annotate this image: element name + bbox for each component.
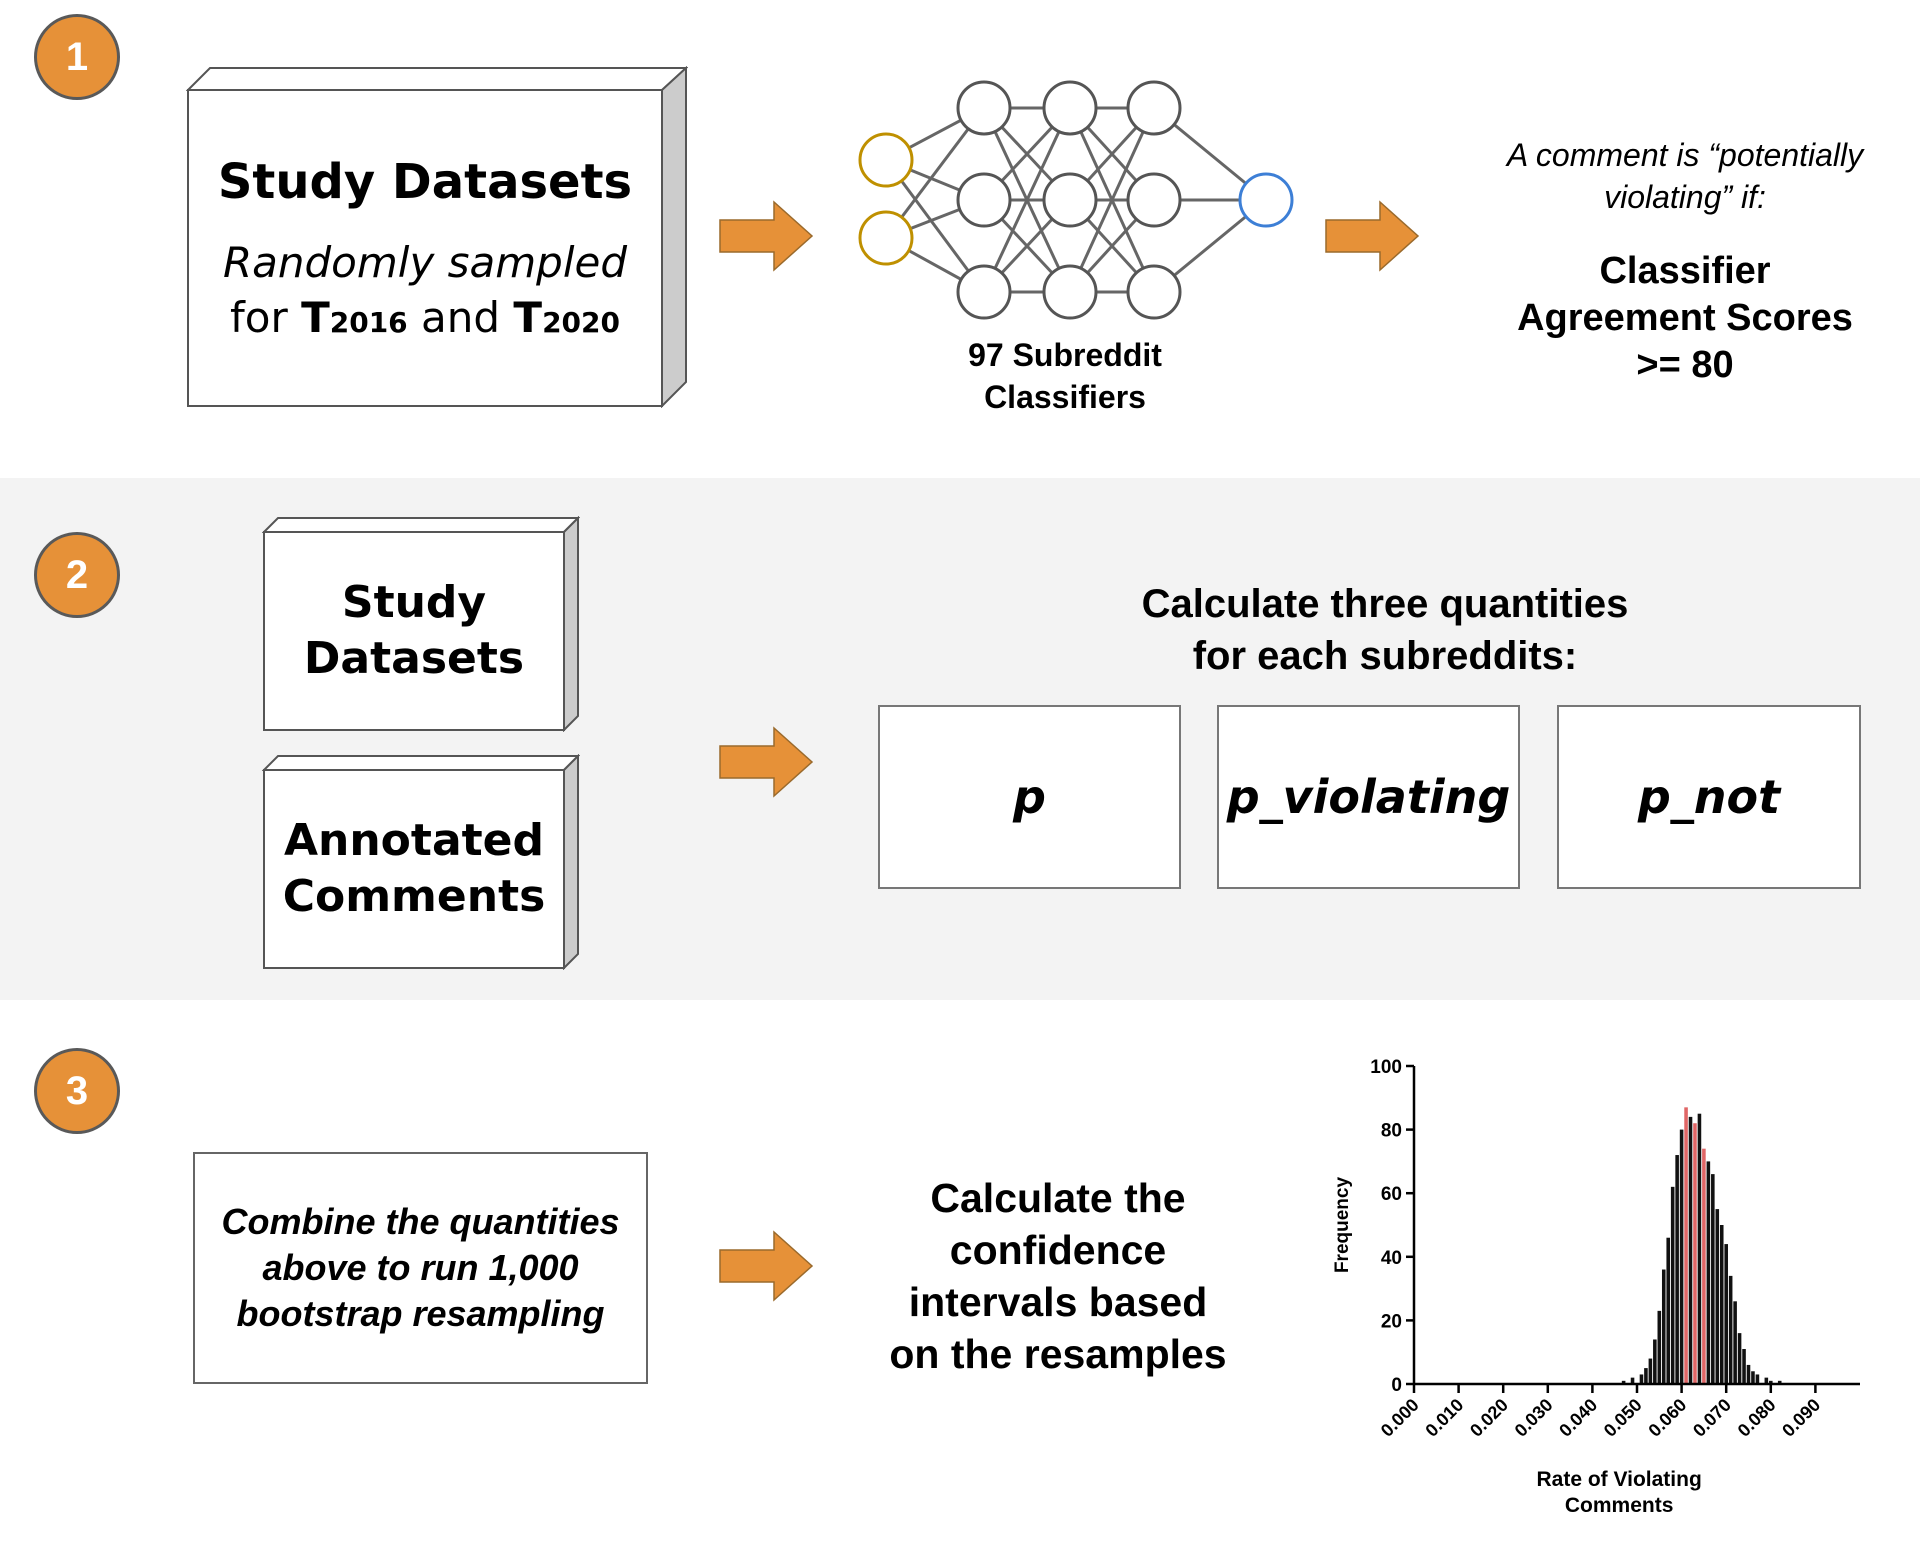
histogram-bar <box>1648 1358 1653 1384</box>
histogram-bar <box>1755 1374 1760 1384</box>
y-tick-label: 40 <box>1381 1248 1402 1269</box>
histogram-bar <box>1688 1116 1693 1384</box>
x-tick-label: 0.080 <box>1734 1395 1780 1441</box>
histogram-bar <box>1644 1368 1648 1384</box>
arrow-right-icon <box>719 200 814 272</box>
step-3-badge: 3 <box>34 1048 120 1134</box>
histogram-bar <box>1661 1269 1666 1384</box>
histogram-bar <box>1675 1155 1679 1384</box>
histogram-bar <box>1679 1129 1684 1384</box>
histogram-bar <box>1711 1174 1715 1384</box>
box-3d-frame <box>262 754 580 970</box>
agreement-criterion: Classifier Agreement Scores >= 80 <box>1517 250 1853 386</box>
study-datasets-box-small: Study Datasets <box>262 516 580 732</box>
x-tick-label: 0.020 <box>1466 1395 1512 1441</box>
histogram-bar <box>1697 1113 1702 1384</box>
box1-line2: Datasets <box>303 633 525 684</box>
network-nodes <box>858 80 1294 320</box>
dataset-years: for T2016 and T2020 <box>229 293 621 342</box>
dataset-title: Study Datasets <box>217 154 633 210</box>
box2-line1: Annotated <box>283 815 545 866</box>
quantity-p-box: p <box>878 705 1181 889</box>
input-node-icon <box>858 132 914 188</box>
histogram-bar <box>1728 1275 1733 1384</box>
arrow-right-icon <box>719 1230 814 1302</box>
histogram-bar <box>1684 1107 1688 1384</box>
y-tick-label: 100 <box>1370 1057 1402 1078</box>
histogram-bar <box>1719 1225 1724 1384</box>
histogram-bar <box>1733 1301 1737 1384</box>
y-tick-label: 0 <box>1391 1375 1402 1396</box>
histogram-bar <box>1630 1377 1635 1384</box>
histogram-bar <box>1670 1186 1675 1384</box>
histogram-bar <box>1715 1209 1720 1384</box>
x-axis-label-line1: Rate of Violating <box>1537 1468 1702 1491</box>
y-axis-label: Frequency <box>1332 1177 1353 1274</box>
y-tick-label: 20 <box>1381 1311 1402 1332</box>
histogram-bar <box>1653 1339 1657 1384</box>
box2-line2: Comments <box>282 871 546 922</box>
histogram-axes <box>1412 1066 1860 1386</box>
histogram-bar <box>1769 1380 1773 1384</box>
x-tick-label: 0.000 <box>1377 1395 1423 1441</box>
histogram-bar <box>1621 1380 1626 1384</box>
histogram-bar <box>1702 1148 1706 1384</box>
x-tick-label: 0.070 <box>1689 1395 1735 1441</box>
histogram-bar <box>1777 1380 1782 1384</box>
histogram-bar <box>1724 1244 1728 1384</box>
x-tick-label: 0.090 <box>1778 1395 1824 1441</box>
step-1-number: 1 <box>65 34 89 79</box>
histogram-bar <box>1742 1349 1746 1384</box>
output-node-icon <box>1238 172 1294 228</box>
step-2-number: 2 <box>65 552 89 597</box>
annotated-comments-box: Annotated Comments <box>262 754 580 970</box>
histogram-bar <box>1657 1310 1662 1384</box>
quantity-p-violating-box: p_violating <box>1217 705 1520 889</box>
input-node-icon <box>858 210 914 266</box>
y-tick-label: 80 <box>1381 1121 1402 1142</box>
quantities-heading: Calculate three quantities for each subr… <box>1141 582 1629 678</box>
histogram-bar <box>1693 1123 1697 1384</box>
x-tick-label: 0.060 <box>1644 1395 1690 1441</box>
classifier-label: 97 Subreddit Classifiers <box>968 337 1162 415</box>
histogram-bar <box>1639 1374 1644 1384</box>
bootstrap-box: Combine the quantities above to run 1,00… <box>193 1152 648 1384</box>
box-3d-frame <box>186 66 688 408</box>
dataset-subtitle: Randomly sampled <box>222 238 628 287</box>
histogram-bars <box>1621 1107 1782 1384</box>
confidence-intervals-text: Calculate the confidence intervals based… <box>889 1175 1227 1377</box>
histogram-x-ticks: 0.0000.0100.0200.0300.0400.0500.0600.070… <box>1377 1384 1824 1441</box>
arrow-right-icon <box>1325 200 1420 272</box>
step-1-badge: 1 <box>34 14 120 100</box>
box-3d-frame <box>262 516 580 732</box>
box1-line1: Study <box>341 577 487 628</box>
histogram-bar <box>1764 1377 1769 1384</box>
x-axis-label-line2: Comments <box>1565 1494 1674 1517</box>
step-3-number: 3 <box>65 1068 89 1113</box>
arrow-right-icon <box>719 726 814 798</box>
x-tick-label: 0.040 <box>1555 1395 1601 1441</box>
histogram-bar <box>1751 1371 1755 1384</box>
quantity-p-not-box: p_not <box>1557 705 1861 889</box>
x-tick-label: 0.030 <box>1511 1395 1557 1441</box>
histogram-bar <box>1737 1333 1742 1384</box>
violation-rule: A comment is “potentially violating” if: <box>1506 137 1864 215</box>
histogram-bar <box>1666 1237 1671 1384</box>
step-2-badge: 2 <box>34 532 120 618</box>
x-tick-label: 0.010 <box>1421 1395 1467 1441</box>
x-tick-label: 0.050 <box>1600 1395 1646 1441</box>
histogram-bar <box>1706 1161 1711 1384</box>
histogram-bar <box>1746 1364 1751 1384</box>
y-tick-label: 60 <box>1381 1184 1402 1205</box>
neural-network-diagram <box>858 80 1294 320</box>
study-datasets-box: Study Datasets Randomly sampled for T201… <box>186 66 688 408</box>
histogram-y-ticks: 0 20 40 60 80 100 <box>1370 1057 1414 1396</box>
